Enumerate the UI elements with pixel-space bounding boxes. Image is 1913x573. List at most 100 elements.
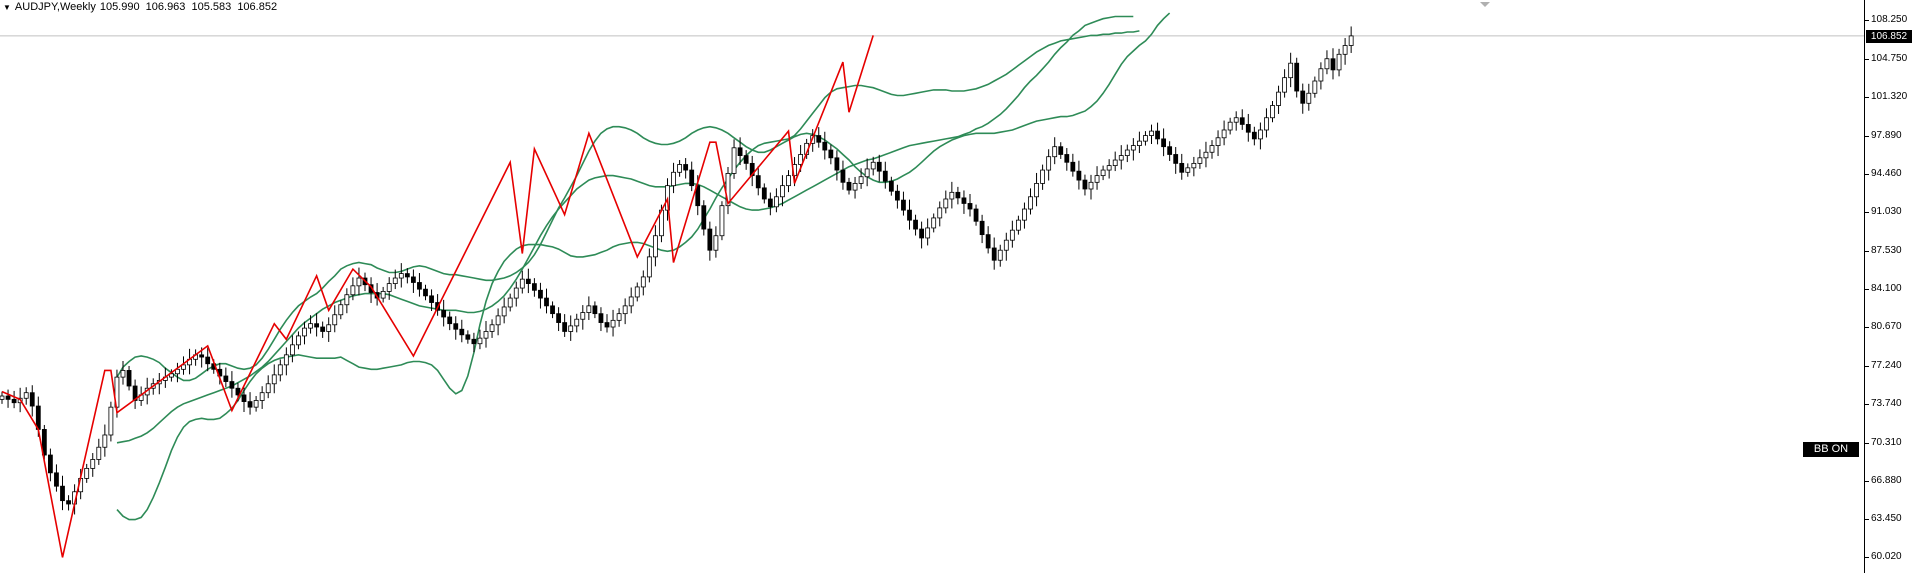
- candle-bear: [60, 485, 65, 502]
- candle-bear: [683, 164, 689, 171]
- candle-bear: [550, 305, 555, 315]
- candle-bear: [556, 313, 561, 323]
- candle-bull: [259, 392, 265, 401]
- price-axis[interactable]: 108.250 104.750 101.320 97.890 94.460 91.030 8…: [1864, 0, 1913, 573]
- candle-bull: [646, 256, 652, 278]
- candle-bull: [513, 287, 519, 299]
- price-tick-label: 104.750: [1871, 53, 1908, 65]
- candle-bull: [1203, 151, 1209, 159]
- candle-bull: [1191, 162, 1197, 169]
- candle-bear: [901, 199, 906, 211]
- candle-bear: [689, 169, 695, 187]
- candle-bull: [568, 325, 574, 332]
- candle-bull: [483, 331, 489, 339]
- candle-bull: [84, 467, 90, 479]
- candle-bull: [489, 324, 495, 332]
- candle-bull: [1185, 167, 1191, 173]
- candle-bear: [840, 169, 846, 183]
- collapse-triangle-icon[interactable]: ▼: [3, 2, 11, 12]
- candle-bull: [1046, 156, 1052, 171]
- candle-bull: [786, 175, 791, 187]
- price-tick-mark: [1865, 250, 1869, 252]
- candle-bull: [1215, 137, 1221, 146]
- candle-bear: [701, 205, 707, 230]
- price-tick-label: 80.670: [1871, 321, 1902, 333]
- price-tick-label: 94.460: [1871, 167, 1902, 179]
- candle-bull: [90, 459, 96, 469]
- candle-bull: [344, 294, 350, 306]
- candle-bull: [519, 278, 525, 289]
- candle-bear: [1155, 130, 1160, 140]
- bb-toggle-button[interactable]: BB ON: [1803, 442, 1859, 457]
- price-tick-mark: [1865, 173, 1869, 175]
- candle-bull: [392, 277, 398, 285]
- chart-area[interactable]: ▼ AUDJPY,Weekly 105.990 106.963 105.583 …: [0, 0, 1867, 573]
- candle-bear: [5, 395, 11, 400]
- candle-bull: [1106, 165, 1112, 171]
- candle-bull: [1288, 62, 1294, 79]
- candle-bear: [29, 392, 35, 407]
- candle-bull: [1270, 105, 1275, 119]
- candle-bull: [798, 154, 803, 165]
- candle-bear: [913, 219, 918, 230]
- candle-bear: [1300, 90, 1306, 104]
- candle-bear: [235, 387, 241, 396]
- candle-bull: [175, 368, 180, 375]
- candle-bull: [338, 304, 344, 316]
- candle-bull: [265, 383, 271, 394]
- close-value: 106.852: [237, 1, 278, 13]
- candle-bull: [398, 273, 404, 279]
- price-tick-mark: [1865, 365, 1869, 367]
- candle-bull: [852, 183, 858, 191]
- candle-bull: [1124, 149, 1130, 156]
- candle-bull: [380, 290, 386, 299]
- candle-bear: [320, 326, 326, 332]
- candlesticks: [0, 26, 1354, 515]
- candle-bear: [247, 401, 253, 408]
- candle-bull: [1003, 239, 1009, 251]
- zigzag-indicator: [1, 35, 874, 558]
- candle-bear: [447, 316, 453, 325]
- candle-bull: [1342, 45, 1348, 55]
- candle-bull: [1336, 53, 1342, 71]
- candle-bull: [96, 446, 102, 460]
- candle-bear: [544, 297, 549, 307]
- price-tick-label: 70.310: [1871, 436, 1902, 448]
- price-tick-label: 66.880: [1871, 474, 1902, 486]
- candle-bull: [634, 286, 640, 298]
- price-tick-label: 63.450: [1871, 513, 1902, 525]
- price-tick-label: 101.320: [1871, 91, 1908, 103]
- price-tick-mark: [1865, 480, 1869, 482]
- candle-bear: [895, 190, 900, 201]
- candle-bear: [985, 234, 991, 249]
- candle-bull: [326, 324, 332, 332]
- price-tick-mark: [1865, 519, 1869, 521]
- candle-bear: [314, 323, 320, 328]
- candle-bull: [289, 344, 295, 356]
- candle-bear: [592, 305, 598, 315]
- candle-bear: [11, 398, 17, 404]
- candle-bull: [0, 395, 5, 400]
- candle-bull: [1137, 140, 1142, 146]
- candle-bull: [1143, 135, 1148, 142]
- candle-bear: [132, 385, 138, 401]
- candle-bear: [834, 157, 840, 171]
- candle-bear: [955, 191, 961, 199]
- price-chart[interactable]: [0, 0, 1864, 573]
- candle-bear: [973, 208, 979, 222]
- shift-marker-icon[interactable]: [1480, 2, 1490, 7]
- candle-bear: [961, 197, 967, 204]
- candle-bull: [1318, 68, 1324, 82]
- candle-bull: [1022, 208, 1027, 221]
- candle-bull: [1009, 229, 1015, 241]
- candle-bear: [54, 472, 59, 487]
- candle-bull: [1118, 155, 1124, 161]
- candle-bull: [574, 318, 580, 327]
- candle-bear: [41, 429, 47, 456]
- bollinger-lower-line: [116, 30, 1140, 521]
- candle-bear: [404, 273, 410, 278]
- candle-bear: [846, 181, 852, 191]
- candle-bull: [277, 364, 283, 376]
- candle-bull: [780, 185, 785, 198]
- candle-bull: [332, 314, 338, 326]
